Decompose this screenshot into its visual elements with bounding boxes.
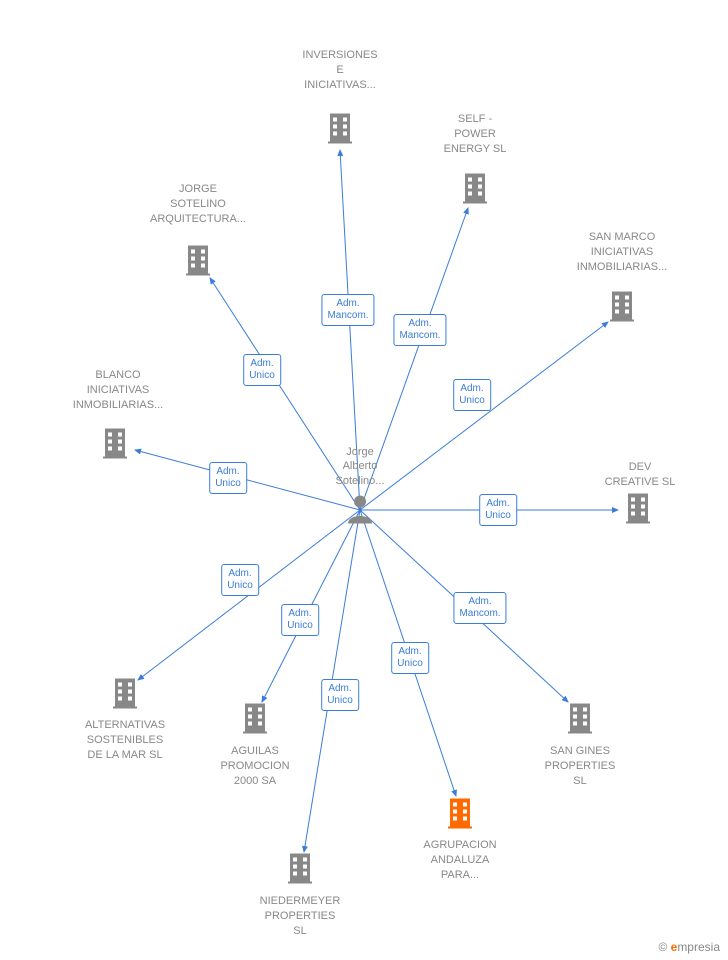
copyright: © empresia (658, 940, 720, 954)
company-node-label: AGUILAS PROMOCION 2000 SA (220, 744, 289, 789)
company-node-label: SELF - POWER ENERGY SL (444, 112, 507, 157)
edge-line (135, 450, 360, 510)
edge-role-label: Adm. Mancom. (321, 294, 374, 326)
company-node-label: INVERSIONES E INICIATIVAS... (302, 48, 377, 93)
building-icon (237, 700, 273, 741)
center-node-label: Jorge Alberto Sotelino... (336, 445, 385, 488)
person-icon (344, 492, 376, 529)
edge-role-label: Adm. Unico (391, 642, 429, 674)
building-icon (442, 795, 478, 836)
building-icon (97, 425, 133, 466)
building-icon (282, 850, 318, 891)
company-node-label: BLANCO INICIATIVAS INMOBILIARIAS... (73, 368, 163, 413)
company-node-label: SAN GINES PROPERTIES SL (545, 744, 616, 789)
edge-role-label: Adm. Mancom. (453, 592, 506, 624)
company-node-label: JORGE SOTELINO ARQUITECTURA... (150, 182, 246, 227)
building-icon (180, 242, 216, 283)
company-node-label: DEV CREATIVE SL (605, 460, 676, 490)
edge-role-label: Adm. Unico (321, 679, 359, 711)
copyright-symbol: © (658, 940, 667, 954)
edge-role-label: Adm. Unico (479, 494, 517, 526)
building-icon (457, 170, 493, 211)
edge-line (360, 322, 608, 510)
company-node-label: ALTERNATIVAS SOSTENIBLES DE LA MAR SL (85, 718, 165, 763)
edge-role-label: Adm. Unico (281, 604, 319, 636)
edge-role-label: Adm. Mancom. (393, 314, 446, 346)
edge-role-label: Adm. Unico (209, 462, 247, 494)
building-icon (604, 288, 640, 329)
company-node-label: SAN MARCO INICIATIVAS INMOBILIARIAS... (577, 230, 667, 275)
edge-role-label: Adm. Unico (243, 354, 281, 386)
brand-rest: mpresia (677, 940, 720, 954)
building-icon (322, 110, 358, 151)
building-icon (107, 675, 143, 716)
company-node-label: AGRUPACION ANDALUZA PARA... (423, 838, 496, 883)
edge-role-label: Adm. Unico (453, 379, 491, 411)
edge-role-label: Adm. Unico (221, 564, 259, 596)
company-node-label: NIEDERMEYER PROPERTIES SL (260, 894, 341, 939)
building-icon (562, 700, 598, 741)
building-icon (620, 490, 656, 531)
